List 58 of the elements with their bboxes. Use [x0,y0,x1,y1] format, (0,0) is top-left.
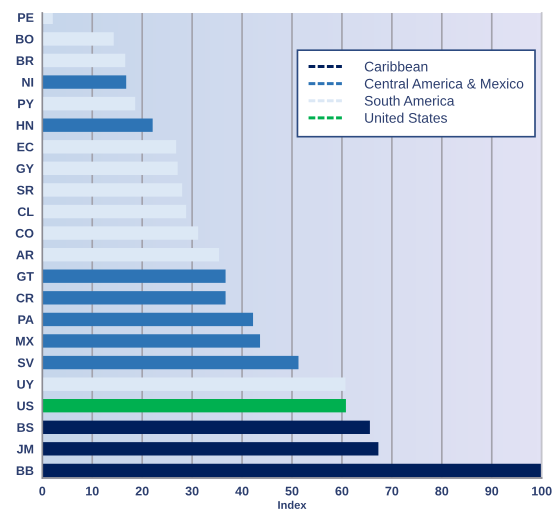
bar [42,75,126,89]
bar [42,377,346,391]
bar [42,312,254,326]
x-tick-label: 60 [335,486,348,496]
x-tick-label: 50 [285,486,298,496]
bar [42,334,260,348]
legend-label: Central America & Mexico [364,78,524,89]
bar [42,162,178,176]
bar [42,442,378,456]
y-tick-label: SV [18,358,34,368]
y-tick-label: BO [16,34,34,44]
x-tick-label: 90 [485,486,498,496]
y-tick-label: UY [17,380,34,389]
y-tick-label: NI [22,78,34,87]
bar [42,226,198,240]
legend-label: South America [364,96,454,106]
y-tick-label: CO [16,228,34,238]
bar [42,204,186,218]
y-tick-label: CL [18,207,34,216]
x-tick-label: 30 [185,486,199,496]
y-tick-label: PE [18,13,34,22]
y-tick-label: HN [16,121,34,130]
y-tick-label: CR [16,294,34,302]
y-tick-label: BB [16,466,34,475]
bar [42,248,220,262]
bar [42,96,136,110]
x-tick-label: 40 [235,486,248,496]
bar [42,118,153,132]
bar [42,291,226,305]
bar [42,356,298,370]
bar [42,32,114,46]
x-axis-title: Index [278,500,306,509]
x-tick-label: 100 [532,486,552,496]
bar [42,420,370,434]
y-tick-label: GT [17,272,34,281]
bar [42,54,126,68]
y-tick-label: EC [17,142,34,152]
y-tick-label: PA [18,315,34,324]
y-tick-label: MX [16,336,34,346]
y-tick-label: GY [16,164,34,174]
x-tick-label: 70 [385,486,398,496]
y-tick-label: BS [17,423,34,432]
x-tick-label: 10 [86,486,99,496]
legend-label: Caribbean [364,61,428,72]
bar [42,270,226,283]
y-tick-label: JM [16,444,34,454]
y-tick-label: BR [16,56,34,65]
legend-label: United States [365,112,448,123]
bar [42,399,346,412]
bar [42,183,182,197]
y-tick-label: AR [16,250,34,260]
x-tick-label: 20 [136,486,149,496]
bar [42,140,176,154]
y-tick-label: SR [16,186,34,195]
y-tick-label: US [17,402,34,410]
x-tick-label: 0 [39,486,46,496]
x-tick-label: 80 [435,486,448,496]
y-tick-label: PY [18,100,34,108]
